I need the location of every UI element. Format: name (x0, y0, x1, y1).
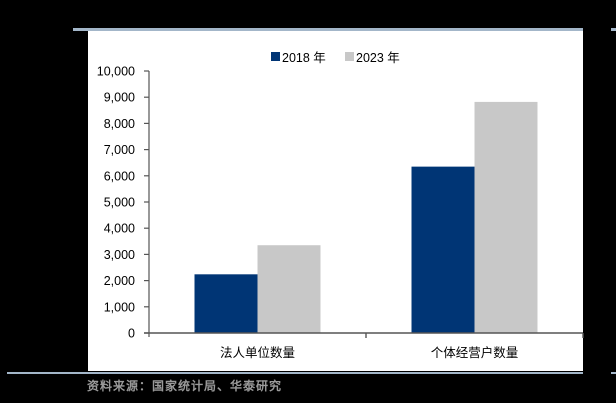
legend-label: 2018 年 (282, 51, 326, 65)
y-tick-label: 1,000 (104, 300, 135, 314)
y-tick-label: 7,000 (104, 143, 135, 157)
bar (411, 166, 475, 333)
bar (474, 101, 538, 333)
bars (194, 101, 538, 333)
x-axis: 法人单位数量 个体经营户数量 (144, 332, 584, 360)
bar (257, 245, 321, 333)
y-tick-label: 4,000 (104, 222, 135, 236)
bar (194, 274, 258, 333)
y-tick-label: 6,000 (104, 169, 135, 183)
y-tick-label: 9,000 (104, 91, 135, 105)
panel-top-border (73, 28, 583, 31)
y-tick-label: 3,000 (104, 248, 135, 262)
y-tick-label: 5,000 (104, 196, 135, 210)
y-tick-label: 0 (128, 327, 135, 341)
x-category-label: 个体经营户数量 (431, 345, 519, 360)
adjacent-panel-bottom-border (611, 372, 616, 374)
panel-bottom-border (7, 372, 583, 374)
legend-label: 2023 年 (356, 51, 400, 65)
adjacent-panel-top-border (611, 28, 616, 31)
y-axis: 0 1,000 2,000 3,000 4,000 5,000 6,000 7,000 8,00… (97, 65, 150, 341)
y-tick-label: 2,000 (104, 274, 135, 288)
y-tick-label: 8,000 (104, 117, 135, 131)
legend-swatch (271, 52, 280, 61)
x-category-label: 法人单位数量 (220, 345, 295, 360)
legend-swatch (345, 52, 354, 61)
y-tick-label: 10,000 (97, 65, 135, 79)
source-note: 资料来源：国家统计局、华泰研究 (87, 379, 283, 393)
legend: 2018 年 2023 年 (271, 51, 400, 65)
